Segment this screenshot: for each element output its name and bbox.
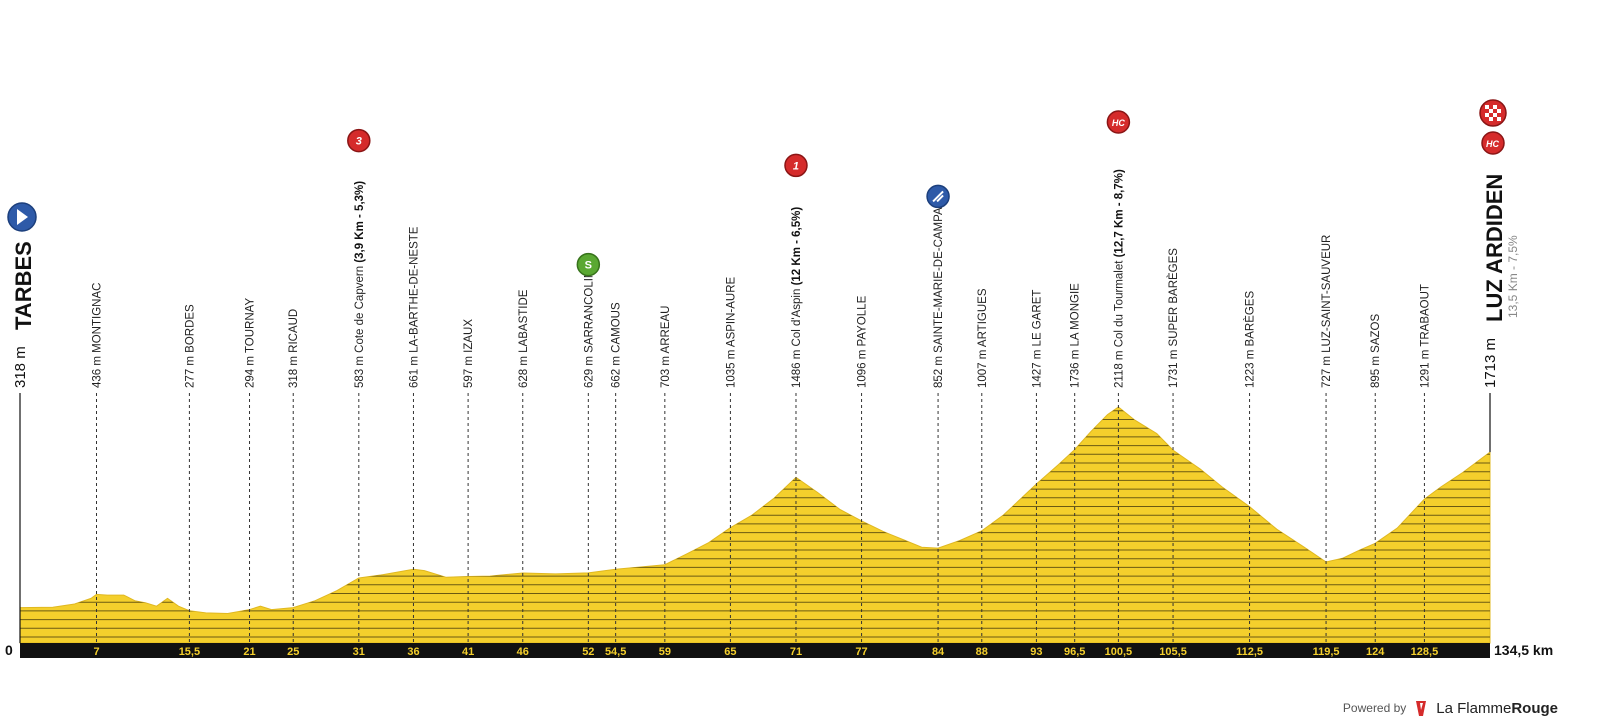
finish-flag-square xyxy=(1497,117,1501,121)
place-label: 294 m TOURNAY xyxy=(245,298,257,388)
km-tick-label: 65 xyxy=(724,646,736,658)
place-label: 703 m ARREAU xyxy=(660,306,672,388)
powered-by-text: Powered by xyxy=(1342,701,1407,715)
climb-category-icon xyxy=(784,153,808,178)
km-tick-label: 105,5 xyxy=(1159,646,1187,658)
finish-flag-square xyxy=(1497,109,1501,113)
finish-flag-square xyxy=(1489,109,1493,113)
finish-hc-text: HC xyxy=(1486,139,1499,149)
km-tick-label: 100,5 xyxy=(1105,646,1133,658)
finish-climb-info: 13,5 Km - 7,5% xyxy=(1506,235,1520,318)
place-label: 727 m LUZ-SAINT-SAUVEUR xyxy=(1321,235,1333,388)
finish-hc-icon xyxy=(1481,131,1505,155)
start-name: TARBES xyxy=(11,241,36,330)
km-tick-label: 36 xyxy=(407,646,419,658)
km-tick-label: 128,5 xyxy=(1411,646,1439,658)
place-label: 1096 m PAYOLLE xyxy=(857,295,869,388)
km-tick-label: 41 xyxy=(462,646,474,658)
km-start-label: 0 xyxy=(5,642,13,658)
km-tick-label: 112,5 xyxy=(1236,646,1263,658)
place-label: 628 m LABASTIDE xyxy=(518,289,530,388)
climb-category-icon xyxy=(347,128,371,153)
climb-category-text: 3 xyxy=(356,136,362,148)
climb-detail: (12,7 Km - 8,7%) xyxy=(1113,169,1125,261)
km-tick-label: 119,5 xyxy=(1313,646,1340,658)
km-axis-bar xyxy=(20,643,1490,658)
place-label: 1291 m TRABAOUT xyxy=(1419,284,1431,388)
km-tick-label: 71 xyxy=(790,646,802,658)
elevation-area xyxy=(19,406,1491,644)
start-elevation: 318 m xyxy=(12,346,29,388)
km-tick-label: 84 xyxy=(932,646,945,658)
start-arrow-glyph xyxy=(17,209,28,225)
km-tick-label: 96,5 xyxy=(1064,646,1085,658)
place-label: 661 m LA-BARTHE-DE-NESTE xyxy=(408,226,420,388)
footer-credit: Powered by La FlammeRouge xyxy=(1343,699,1558,717)
km-tick-label: 93 xyxy=(1030,646,1042,658)
finish-flag-square xyxy=(1493,105,1497,109)
place-label: 277 m BORDES xyxy=(184,304,196,388)
place-label: 436 m MONTIGNAC xyxy=(92,283,104,388)
km-end-label: 134,5 km xyxy=(1494,642,1553,658)
finish-elevation: 1713 m xyxy=(1482,338,1499,388)
km-tick-label: 7 xyxy=(93,646,99,658)
finish-flag-square xyxy=(1485,113,1489,117)
km-tick-label: 25 xyxy=(287,646,299,658)
place-label: 629 m SARRANCOLIN xyxy=(583,270,595,388)
place-label: 1486 m Col d'Aspin (12 Km - 6,5%) xyxy=(791,207,803,388)
finish-flag-square xyxy=(1493,113,1497,117)
place-label: 662 m CAMOUS xyxy=(611,302,623,388)
place-label: 895 m SAZOS xyxy=(1370,314,1382,388)
km-tick-label: 15,5 xyxy=(179,646,200,658)
place-label: 852 m SAINTE-MARIE-DE-CAMPAN xyxy=(933,199,945,388)
km-tick-label: 46 xyxy=(517,646,529,658)
intermediate-sprint-icon xyxy=(576,252,601,277)
finish-flag-square xyxy=(1489,117,1493,121)
finish-name: LUZ ARDIDEN xyxy=(1482,174,1507,322)
flame-logo-icon xyxy=(1416,701,1427,716)
place-label: 1007 m ARTIGUES xyxy=(977,288,989,388)
place-label: 1736 m LA MONGIE xyxy=(1070,283,1082,388)
climb-category-text: 1 xyxy=(793,160,799,172)
place-label: 597 m IZAUX xyxy=(463,319,475,388)
place-label: 583 m Cote de Capvern (3,9 Km - 5,3%) xyxy=(354,181,366,388)
climb-category-text: HC xyxy=(1112,118,1125,128)
km-tick-label: 88 xyxy=(976,646,988,658)
place-label: 1731 m SUPER BARÈGES xyxy=(1167,248,1180,388)
km-tick-label: 59 xyxy=(659,646,671,658)
km-tick-label: 124 xyxy=(1366,646,1385,658)
brand-name: La FlammeRouge xyxy=(1436,699,1558,717)
place-label: 318 m RICAUD xyxy=(288,309,300,388)
climb-detail: (3,9 Km - 5,3%) xyxy=(354,181,366,266)
intermediate-sprint-letter: S xyxy=(585,260,592,272)
km-tick-label: 54,5 xyxy=(605,646,626,658)
place-label: 1427 m LE GARET xyxy=(1031,290,1043,388)
sprint-glyph xyxy=(932,190,944,203)
sprint-glyph xyxy=(936,194,944,203)
km-tick-label: 21 xyxy=(243,646,255,658)
climb-detail: (12 Km - 6,5%) xyxy=(791,207,803,289)
place-label: 1223 m BARÈGES xyxy=(1244,291,1257,388)
km-tick-label: 77 xyxy=(855,646,867,658)
finish-flag-square xyxy=(1485,105,1489,109)
km-tick-label: 31 xyxy=(353,646,365,658)
place-label: 1035 m ASPIN-AURE xyxy=(725,276,737,388)
place-label: 2118 m Col du Tourmalet (12,7 Km - 8,7%) xyxy=(1113,169,1125,388)
km-tick-label: 52 xyxy=(582,646,594,658)
climb-category-icon xyxy=(1106,110,1131,134)
